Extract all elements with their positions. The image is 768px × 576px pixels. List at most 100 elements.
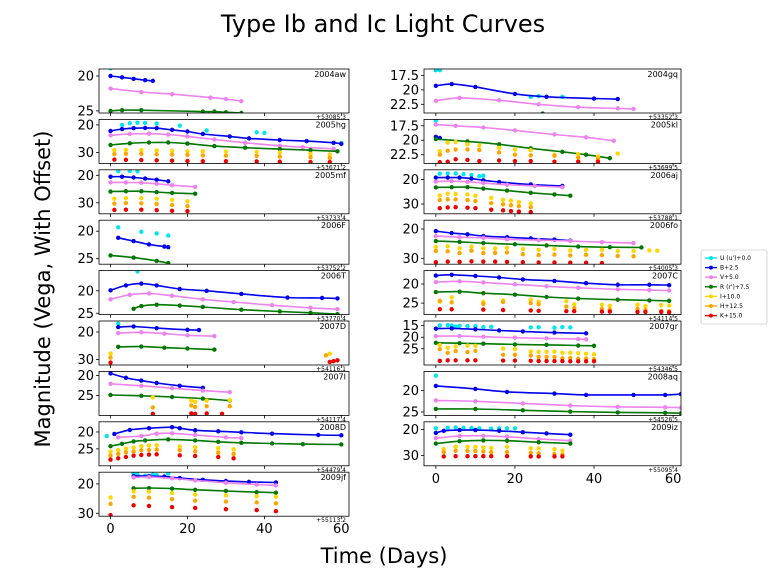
point-H <box>146 495 152 500</box>
point-K <box>473 358 478 363</box>
point-H <box>123 151 129 156</box>
point-K <box>445 159 450 164</box>
panel-2006F: 20 25 2006F +53752.2 <box>77 219 350 272</box>
y-tick-label: 25 <box>77 442 94 457</box>
point-H <box>445 148 450 153</box>
point-I <box>512 346 518 352</box>
y-tick-label: 30 <box>402 252 419 267</box>
x-tick-label: 60 <box>333 522 350 537</box>
legend: U (u')+0.0 B+2.5 V+5.0 R (r')+7.5 I+10.0 H+12… <box>700 249 768 325</box>
point-V <box>223 480 229 485</box>
curve-V <box>110 87 242 102</box>
point-V <box>192 478 198 483</box>
point-I <box>131 445 136 450</box>
point-V <box>583 337 589 342</box>
y-tick-label: 20 <box>402 83 419 98</box>
point-H <box>552 153 557 159</box>
panel-offset: +54526.5 <box>648 416 678 423</box>
point-B <box>108 174 113 179</box>
point-B <box>615 96 620 102</box>
point-R <box>544 294 549 300</box>
point-R <box>560 114 564 118</box>
point-B <box>666 282 672 288</box>
point-I <box>659 302 664 308</box>
point-H <box>453 448 458 453</box>
point-K <box>595 159 601 164</box>
point-H <box>445 249 450 254</box>
point-V <box>108 381 113 386</box>
point-U <box>512 426 518 431</box>
y-tick-label: 20 <box>402 277 419 292</box>
y-tick-label: 20 <box>77 369 94 384</box>
point-H <box>615 253 620 259</box>
point-H <box>437 152 443 157</box>
point-V <box>568 403 573 408</box>
point-V <box>139 433 144 439</box>
panel-data <box>433 119 620 164</box>
point-B <box>246 136 252 141</box>
panel-sn-name: 2007C <box>652 272 678 281</box>
point-H <box>631 254 636 259</box>
point-V <box>544 284 549 289</box>
point-I <box>528 147 533 153</box>
point-K <box>112 207 117 213</box>
y-tick-label: 30 <box>77 196 94 211</box>
point-R <box>607 155 613 161</box>
panel-frame <box>423 219 682 265</box>
point-B <box>496 179 502 185</box>
legend-swatch-marker <box>709 275 713 280</box>
point-K <box>453 205 458 210</box>
point-B <box>127 427 132 433</box>
point-K <box>108 457 113 462</box>
point-K <box>643 309 648 315</box>
point-I <box>512 147 518 152</box>
point-K <box>552 260 557 265</box>
point-H <box>528 450 533 456</box>
point-I <box>599 247 605 253</box>
y-tick-label: 30 <box>77 507 94 522</box>
point-I <box>192 492 198 497</box>
point-R <box>166 260 171 265</box>
legend-entry: H+12.5 <box>705 303 743 310</box>
point-B <box>166 244 171 250</box>
point-K <box>169 208 175 213</box>
point-V <box>615 287 620 292</box>
point-I <box>185 198 190 204</box>
point-I <box>465 444 470 449</box>
point-R <box>154 258 159 264</box>
point-B <box>331 140 336 145</box>
point-V <box>611 138 616 144</box>
point-B <box>662 392 668 398</box>
point-H <box>192 404 198 410</box>
point-H <box>437 347 443 352</box>
point-H <box>154 447 159 452</box>
point-K <box>192 411 198 416</box>
panel-offset: +54479.4 <box>316 467 346 474</box>
point-H <box>169 496 175 502</box>
point-K <box>169 158 175 163</box>
point-V <box>481 235 486 240</box>
point-V <box>335 307 340 312</box>
point-R <box>162 345 167 350</box>
point-I <box>591 352 597 357</box>
x-tick-label: 60 <box>665 472 682 487</box>
legend-label: V+5.0 <box>720 274 739 281</box>
point-R <box>540 111 545 113</box>
point-I <box>615 248 620 254</box>
point-V <box>212 137 217 142</box>
point-H <box>437 197 443 203</box>
point-K <box>185 158 190 164</box>
point-I <box>445 244 450 249</box>
point-H <box>489 449 494 455</box>
y-tick-label: 22.5 <box>390 98 419 113</box>
point-I <box>504 245 510 250</box>
point-V <box>576 285 581 291</box>
curve-V <box>435 280 670 292</box>
point-H <box>308 155 313 160</box>
point-B <box>552 391 557 396</box>
point-K <box>583 260 589 265</box>
point-U <box>560 324 565 330</box>
point-I <box>146 443 152 448</box>
curve-R <box>435 138 610 159</box>
